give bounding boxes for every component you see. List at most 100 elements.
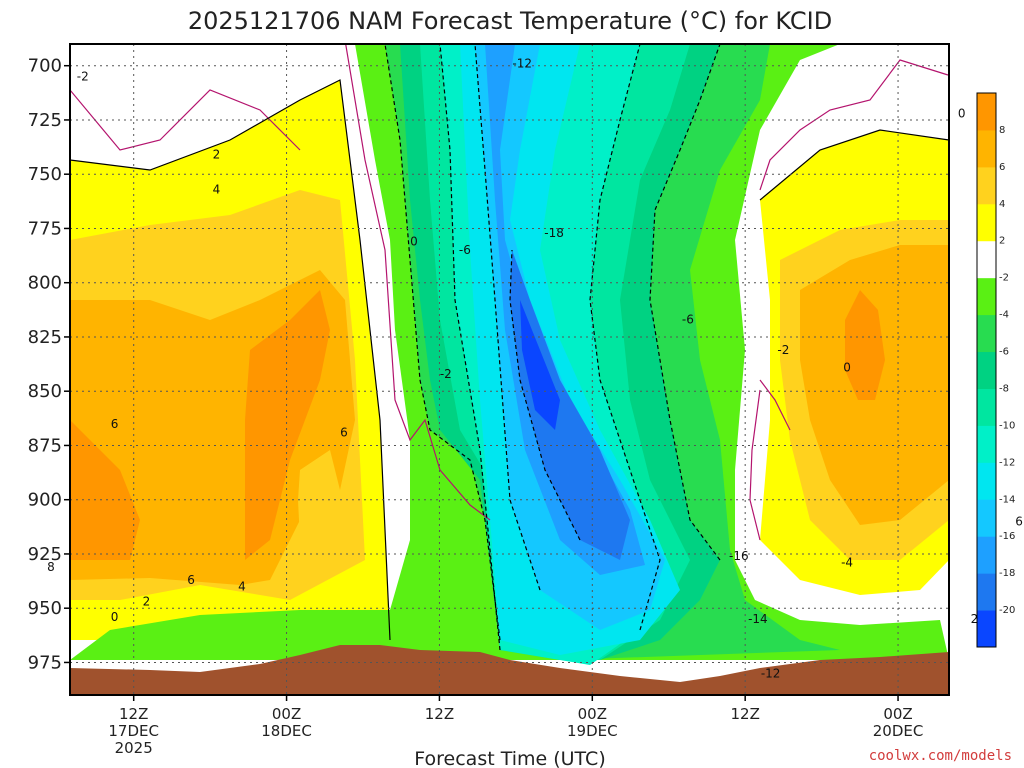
y-tick-label: 850 <box>28 381 62 402</box>
contour-label: 6 <box>340 425 348 439</box>
contour-label: 4 <box>213 182 221 196</box>
y-tick-label: 775 <box>28 218 62 239</box>
isotherm-cold-b <box>439 44 501 651</box>
colorbar-tick-label: 4 <box>999 199 1005 210</box>
x-tick-label: 00Z <box>578 705 607 723</box>
colorbar-swatch <box>977 93 996 131</box>
isotherm-lines <box>70 44 949 651</box>
x-axis-label: Forecast Time (UTC) <box>414 748 605 768</box>
colorbar-swatch <box>977 203 996 242</box>
fill-cold-16 <box>485 44 645 575</box>
contour-label: 0 <box>111 610 119 624</box>
contour-label: 6 <box>111 417 119 431</box>
contour-label: -6 <box>682 313 694 327</box>
isotherm-cold-e <box>589 44 661 631</box>
chart-title: 2025121706 NAM Forecast Temperature (°C)… <box>188 7 832 35</box>
fill-cold-18 <box>510 250 630 560</box>
isotherm-cold-f <box>649 44 721 561</box>
y-tick-label: 950 <box>28 598 62 619</box>
contour-label: -2 <box>77 70 89 84</box>
colorbar-tick-label: -14 <box>999 494 1015 505</box>
colorbar-tick-label: -20 <box>999 605 1015 616</box>
contour-label: 6 <box>1015 514 1023 528</box>
colorbar-swatch <box>977 351 996 389</box>
contour-label: 0 <box>843 360 851 374</box>
colorbar-tick-label: 6 <box>999 162 1005 173</box>
isotherm-2-left <box>70 79 391 641</box>
isotherm-2-right <box>759 129 949 201</box>
fill-cold-14 <box>475 44 665 630</box>
x-tick-label: 2025 <box>115 739 153 757</box>
colorbar-swatch <box>977 573 996 611</box>
isotherm-cold-d <box>509 249 581 541</box>
contour-label: -2 <box>440 367 452 381</box>
y-tick-label: 800 <box>28 273 62 294</box>
y-tick-label: 700 <box>28 56 62 77</box>
colorbar-tick-label: 2 <box>999 236 1005 247</box>
colorbar-swatch <box>977 240 996 279</box>
isotherm-zero-left <box>70 44 491 521</box>
grid-lines <box>70 44 949 695</box>
colorbar-swatch <box>977 610 996 648</box>
y-tick-label: 900 <box>28 490 62 511</box>
y-tick-label: 750 <box>28 164 62 185</box>
fill-right-warm-8 <box>845 290 885 400</box>
contour-label: -4 <box>841 556 853 570</box>
contour-label: 2 <box>143 595 151 609</box>
contour-label: 2 <box>971 612 979 626</box>
colorbar-swatch <box>977 388 996 426</box>
colorbar-tick-label: -18 <box>999 568 1015 579</box>
contour-label: -16 <box>729 549 749 563</box>
isotherm-zero-right <box>749 59 949 541</box>
colorbar-tick-label: 8 <box>999 125 1005 136</box>
contour-label: -12 <box>761 666 781 680</box>
contour-label: -2 <box>777 343 789 357</box>
colorbar-tick-label: -10 <box>999 420 1015 431</box>
colorbar-tick-label: -6 <box>999 347 1009 358</box>
x-tick-label: 12Z <box>730 705 759 723</box>
x-tick-label: 20DEC <box>873 722 924 740</box>
fill-left-warm-8b <box>245 290 330 560</box>
x-tick-label: 17DEC <box>108 722 159 740</box>
colorbar-tick-label: -8 <box>999 383 1009 394</box>
y-tick-label: 725 <box>28 110 62 131</box>
plot-area <box>70 44 949 695</box>
contour-label: -14 <box>748 612 768 626</box>
colorbar-swatch <box>977 425 996 463</box>
isotherm-cold-a <box>384 44 501 641</box>
x-tick-label: 12Z <box>425 705 454 723</box>
contour-label: 4 <box>238 580 246 594</box>
colorbar-swatch <box>977 536 996 574</box>
colorbar-swatch <box>977 129 996 168</box>
colorbar-swatch <box>977 499 996 537</box>
x-tick-label: 00Z <box>272 705 301 723</box>
contour-label: 0 <box>958 106 966 120</box>
isotherm-cold-c <box>474 44 541 591</box>
credit-text[interactable]: coolwx.com/models <box>869 748 1012 764</box>
contour-label: -12 <box>512 57 532 71</box>
x-tick-label: 19DEC <box>567 722 618 740</box>
contour-label: 2 <box>213 148 221 162</box>
contour-label: 0 <box>410 234 418 248</box>
colorbar-swatch <box>977 314 996 353</box>
contour-label: -6 <box>459 243 471 257</box>
colorbar-swatch <box>977 166 996 205</box>
y-tick-label: 825 <box>28 327 62 348</box>
fill-left-warm-inner <box>298 450 340 540</box>
y-axis: 700 725 750 775 800 825 850 875 900 925 950 975 <box>28 56 70 673</box>
fill-left-warm-8a <box>70 420 140 560</box>
colorbar-swatch <box>977 462 996 500</box>
contour-label: 8 <box>47 560 55 574</box>
y-tick-label: 925 <box>28 544 62 565</box>
y-tick-label: 975 <box>28 652 62 673</box>
fill-cold-20 <box>520 300 560 430</box>
x-tick-label: 00Z <box>883 705 912 723</box>
colorbar-tick-label: -2 <box>999 273 1009 284</box>
colorbar-tick-label: -12 <box>999 457 1015 468</box>
y-tick-label: 875 <box>28 435 62 456</box>
colorbar-frame <box>976 92 997 648</box>
colorbar-tick-label: -16 <box>999 531 1015 542</box>
contour-label: 6 <box>187 573 195 587</box>
